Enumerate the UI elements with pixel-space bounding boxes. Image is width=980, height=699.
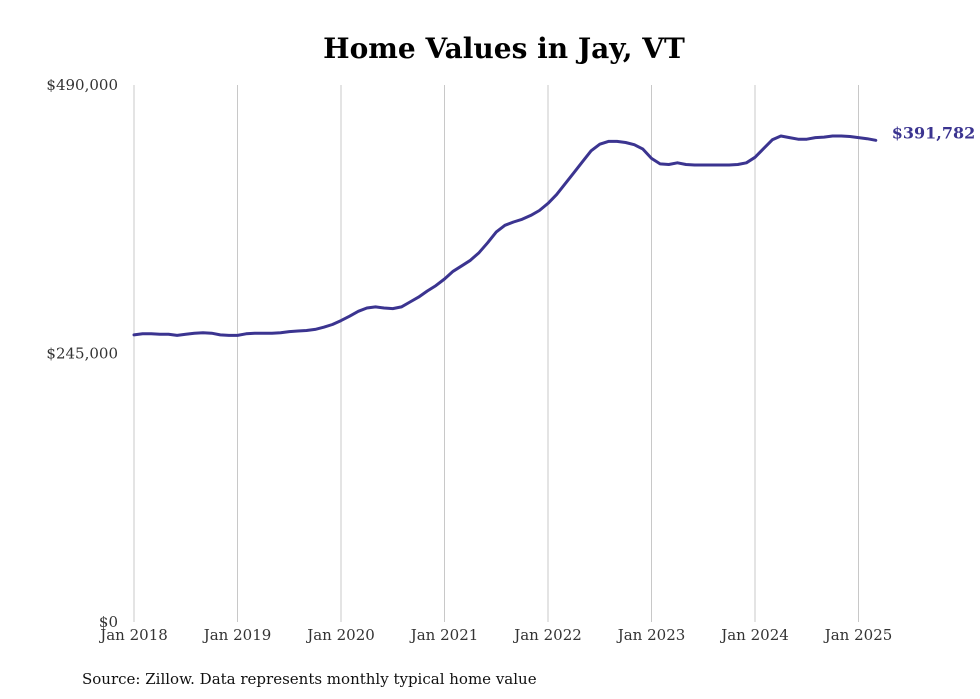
x-axis-ticks: Jan 2018 Jan 2019 Jan 2020 Jan 2021 Jan 2022… bbox=[98, 626, 892, 644]
x-tick-label: Jan 2022 bbox=[512, 626, 582, 644]
y-tick-label: $0 bbox=[99, 613, 118, 631]
y-axis-ticks: $0 $245,000 $490,000 bbox=[46, 76, 118, 631]
x-tick-label: Jan 2021 bbox=[409, 626, 479, 644]
x-tick-label: Jan 2025 bbox=[823, 626, 893, 644]
y-tick-label: $490,000 bbox=[46, 76, 118, 94]
x-tick-label: Jan 2024 bbox=[719, 626, 789, 644]
gridlines bbox=[133, 85, 859, 622]
x-tick-label: Jan 2020 bbox=[305, 626, 375, 644]
y-tick-label: $245,000 bbox=[46, 345, 118, 363]
x-tick-label: Jan 2018 bbox=[98, 626, 168, 644]
x-tick-label: Jan 2023 bbox=[616, 626, 686, 644]
x-tick-label: Jan 2019 bbox=[202, 626, 272, 644]
series-line bbox=[132, 134, 878, 337]
chart-title: Home Values in Jay, VT bbox=[323, 32, 685, 65]
end-value-label: $391,782 bbox=[892, 123, 976, 142]
series-layer bbox=[132, 134, 878, 337]
source-note: Source: Zillow. Data represents monthly … bbox=[82, 670, 537, 688]
